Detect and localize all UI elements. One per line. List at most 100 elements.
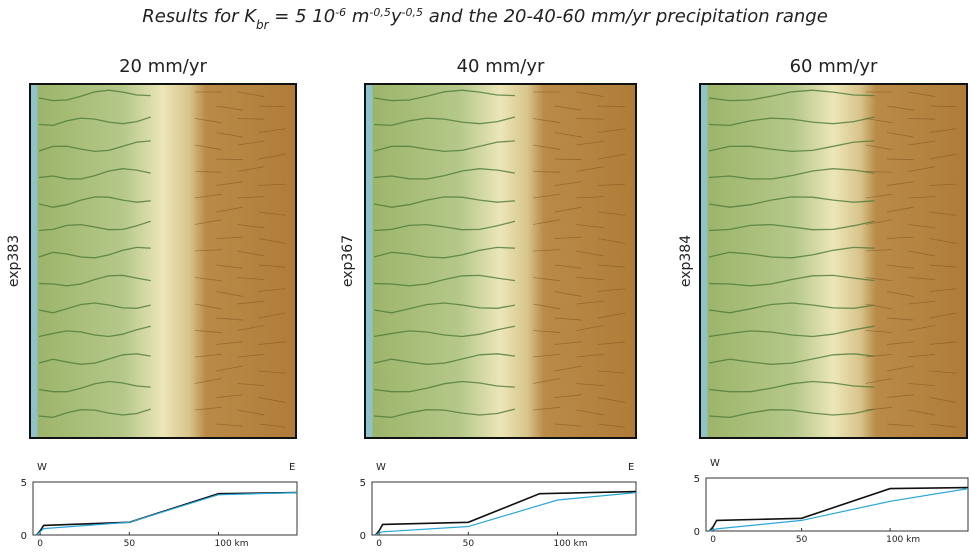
drainage (373, 408, 516, 419)
ridge (532, 277, 561, 282)
ridge (929, 264, 957, 268)
ridge (597, 153, 626, 160)
drainage (373, 89, 515, 102)
drainage (38, 353, 151, 365)
ridge (194, 249, 222, 252)
y-tick-label: 0 (360, 531, 366, 542)
ridge (886, 317, 914, 321)
y-tick-label: 5 (694, 474, 700, 485)
ridge (576, 224, 604, 229)
ridge (598, 264, 626, 268)
ridge (929, 397, 957, 403)
ridge (865, 277, 893, 282)
ridge (886, 181, 914, 186)
ridge (886, 291, 914, 297)
x-tick-label: 0 (710, 535, 716, 545)
ridge (216, 291, 243, 297)
ridge (865, 118, 893, 124)
ridge (237, 166, 265, 172)
ridge (554, 132, 582, 138)
ridge (194, 118, 222, 124)
ridge (194, 406, 222, 411)
ridge (258, 128, 286, 133)
x-tick-label: 100 km (886, 535, 920, 545)
drainage (373, 140, 515, 153)
ridge (554, 317, 582, 321)
ridge (532, 303, 561, 310)
ridge (554, 291, 582, 297)
ridge (576, 196, 604, 199)
ridge (258, 423, 286, 428)
direction-label: E (289, 462, 295, 473)
ridge (929, 341, 957, 345)
drainage (708, 325, 875, 338)
title-segment: Results for K (142, 6, 257, 27)
ridge (216, 317, 243, 321)
direction-label: W (710, 458, 720, 469)
ridge (908, 166, 936, 172)
drainage (708, 116, 875, 127)
ridge (576, 166, 604, 172)
ridge (194, 378, 222, 384)
drainage (38, 302, 151, 314)
ridge (554, 394, 582, 398)
ridge (865, 193, 893, 199)
ridge (865, 353, 893, 358)
ridge (908, 353, 935, 358)
ridge (576, 250, 604, 257)
ridge (886, 264, 914, 269)
ridge (258, 288, 286, 292)
panel-title: 20 mm/yr (119, 56, 207, 77)
ridge (532, 406, 561, 411)
panel-title: 40 mm/yr (457, 56, 545, 77)
ridge (929, 238, 957, 244)
direction-label: E (628, 462, 634, 473)
ridge (532, 144, 561, 150)
ridge (886, 365, 914, 372)
drainage (708, 408, 875, 419)
ridge (554, 264, 582, 269)
ridge (258, 312, 286, 319)
ridge (194, 277, 222, 282)
ridge (908, 196, 935, 199)
ridge (216, 105, 243, 111)
ridge (216, 181, 243, 186)
ridge (886, 206, 914, 213)
ridge (554, 206, 582, 213)
ridge (194, 303, 222, 310)
title-segment: m (346, 6, 369, 27)
ridge (237, 353, 265, 358)
drainage (38, 220, 151, 232)
drainage (373, 274, 515, 287)
ridge (598, 105, 626, 108)
title-segment: y (390, 6, 402, 27)
x-tick-label: 100 km (215, 539, 249, 549)
ridge (865, 303, 893, 310)
ridge (886, 105, 914, 111)
profile-line (36, 492, 298, 536)
ridge (237, 224, 265, 229)
ridge (908, 300, 936, 305)
x-tick-label: 50 (124, 539, 136, 549)
drainage (708, 380, 875, 393)
drainage (708, 274, 875, 287)
direction-label: W (37, 462, 47, 473)
ridge (576, 277, 604, 280)
ridge (532, 353, 561, 358)
y-tick-label: 5 (21, 478, 27, 489)
ridge (554, 158, 582, 161)
ridge (886, 132, 914, 138)
ridge (576, 353, 604, 358)
ridge (597, 312, 626, 319)
ridge (194, 171, 222, 173)
drainage (38, 140, 151, 153)
profile-line (35, 491, 298, 536)
ridge (929, 105, 957, 108)
ridge (216, 236, 243, 239)
ridge (532, 249, 561, 252)
ridge (194, 219, 222, 225)
ridge (598, 423, 626, 428)
drainage (708, 196, 875, 208)
ridge (576, 91, 604, 97)
drainage (708, 353, 875, 365)
